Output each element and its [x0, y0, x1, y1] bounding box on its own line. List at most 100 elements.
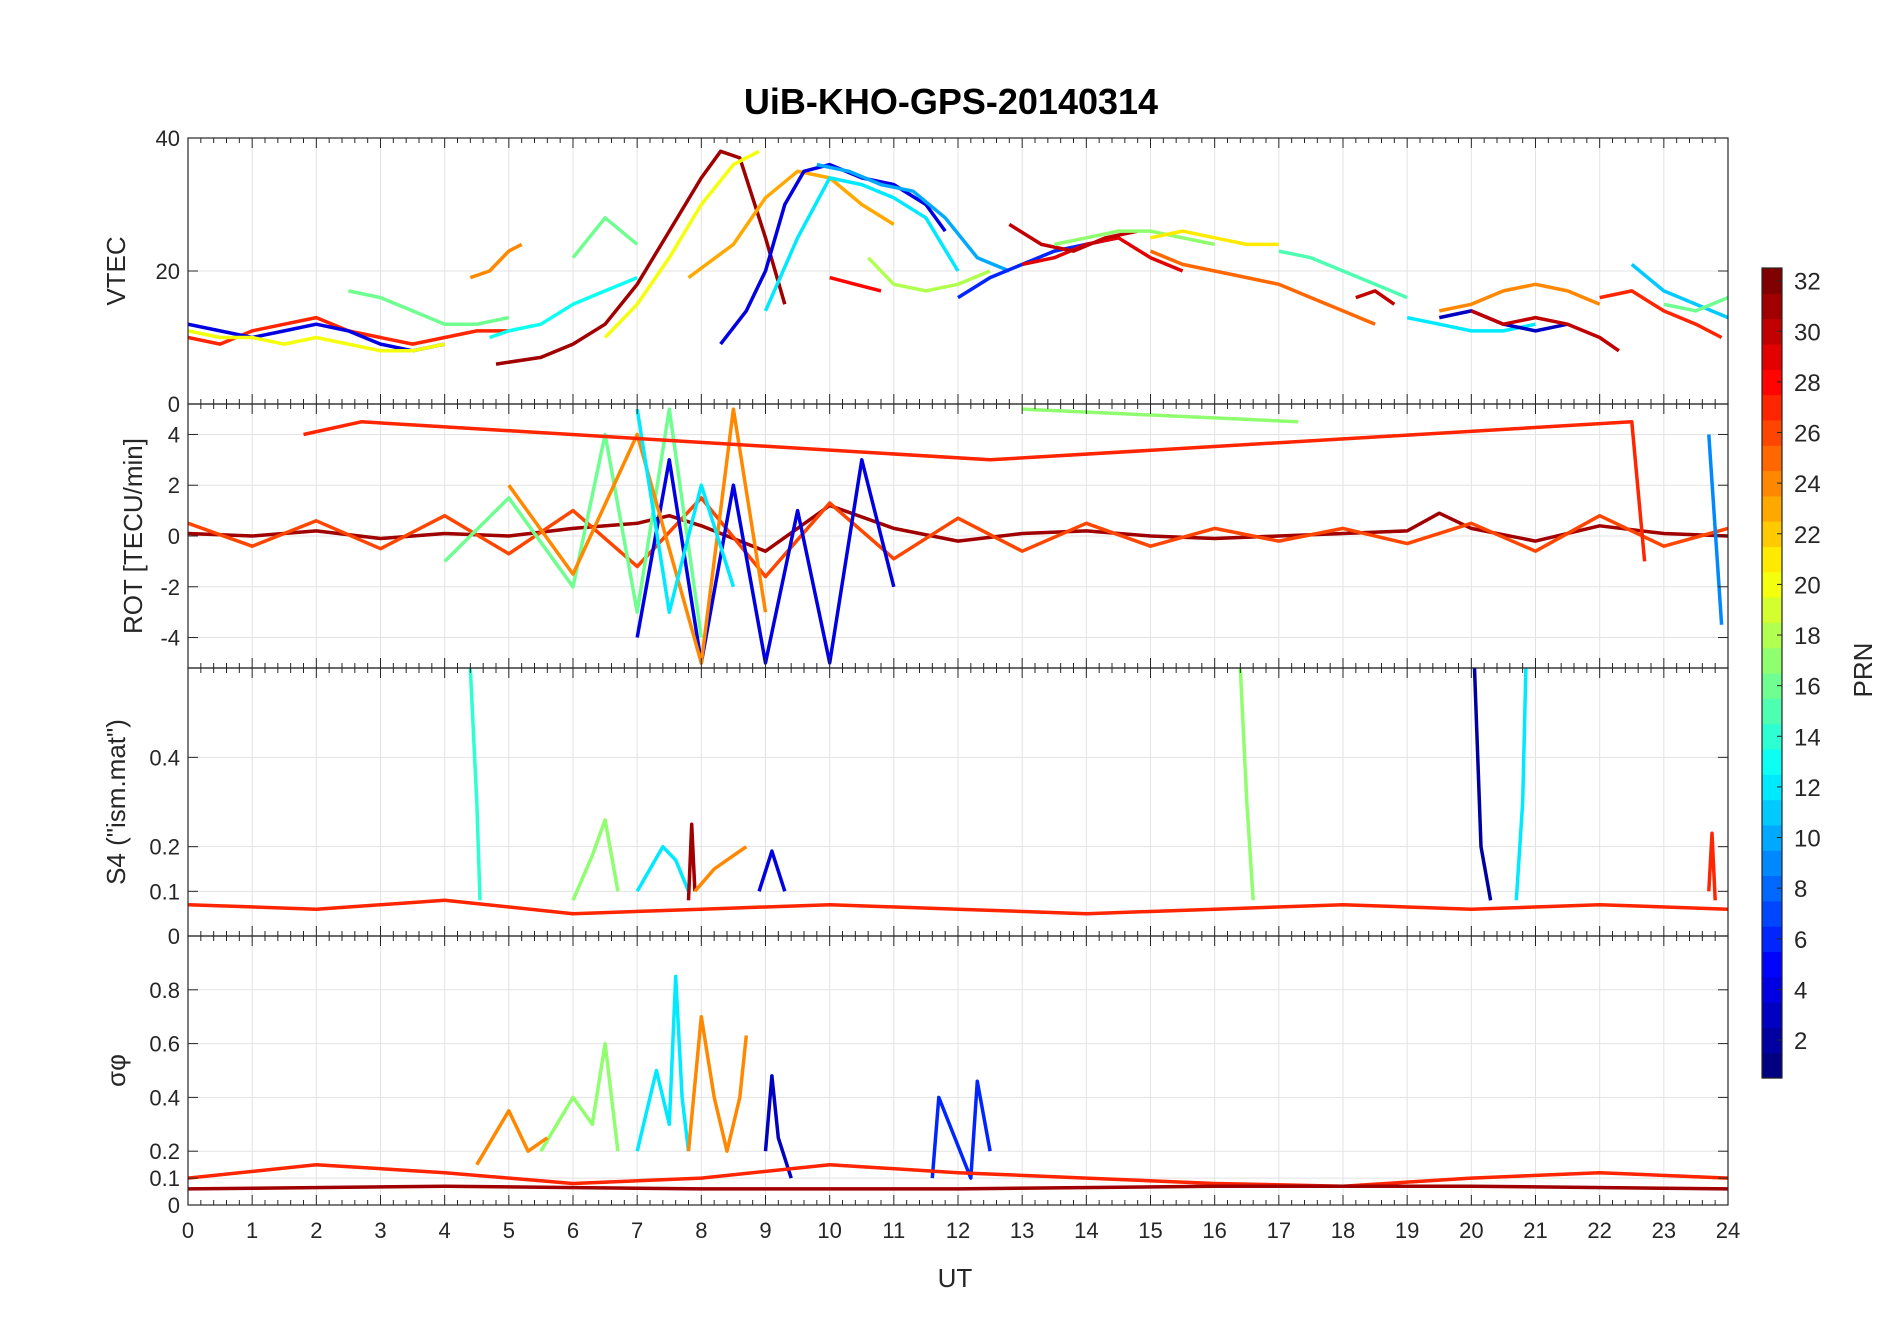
x-tick-label: 15 [1138, 1218, 1162, 1243]
y-tick-label: 0.1 [149, 1166, 180, 1191]
colorbar-swatch [1762, 470, 1782, 497]
colorbar-swatch [1762, 748, 1782, 775]
x-tick-label: 19 [1395, 1218, 1419, 1243]
x-tick-label: 14 [1074, 1218, 1098, 1243]
series-prn-27 [303, 420, 1647, 562]
y-tick-label: 0 [168, 1193, 180, 1218]
series-prn-16 [443, 407, 704, 638]
series-prn-31 [686, 822, 697, 901]
y-tick-label: 0.6 [149, 1032, 180, 1057]
series-prn-24 [686, 1014, 749, 1153]
series-prn-27 [188, 1162, 1728, 1188]
colorbar-swatch [1762, 673, 1782, 699]
series-prn-13 [489, 275, 638, 340]
series-prn-10 [816, 162, 1010, 273]
colorbar-swatch [1762, 647, 1782, 674]
panel-s4: 0 0.1 0.2 0.4 S4 ("ism.mat") [101, 667, 1729, 949]
colorbar-swatch [1762, 723, 1782, 750]
series-prn-11 [1630, 263, 1728, 320]
x-tick-label: 16 [1202, 1218, 1226, 1243]
x-tick-label: 3 [374, 1218, 386, 1243]
colorbar-swatch [1762, 521, 1782, 548]
x-tick-label: 13 [1010, 1218, 1034, 1243]
x-tick-label: 8 [695, 1218, 707, 1243]
series-prn-29 [1021, 236, 1184, 273]
x-tick-label: 11 [882, 1218, 905, 1243]
colorbar-tick-label: 30 [1794, 319, 1821, 346]
series-prn-4 [757, 849, 787, 892]
series-prn-12 [635, 408, 736, 614]
y-tick-label: 4 [168, 422, 180, 447]
y-tick-label: 0 [168, 392, 180, 417]
colorbar-tick-label: 26 [1794, 421, 1821, 448]
colorbar-swatch [1762, 976, 1782, 1003]
series-prn-17 [1053, 229, 1216, 247]
series-prn-2 [1472, 668, 1493, 901]
colorbar-swatch [1762, 445, 1782, 472]
y-tick-label: 2 [168, 473, 180, 498]
colorbar-label: PRN [1848, 643, 1878, 698]
colorbar-swatch [1762, 1027, 1782, 1054]
y-tick-label: 40 [156, 126, 180, 151]
colorbar-swatch [1762, 268, 1782, 294]
x-tick-label: 12 [946, 1218, 970, 1243]
y-tick-label: 20 [156, 259, 180, 284]
series-prn-28 [829, 275, 882, 293]
series-prn-17 [539, 1041, 620, 1153]
x-tick-label: 9 [759, 1218, 771, 1243]
colorbar-tick-label: 6 [1794, 927, 1807, 954]
x-tick-label: 2 [310, 1218, 322, 1243]
series-prn-14 [468, 668, 482, 901]
y-tick-label: 0.4 [149, 745, 180, 770]
x-tick-label: 10 [817, 1218, 841, 1243]
series-prn-12 [635, 974, 691, 1152]
x-tick-label: 23 [1652, 1218, 1676, 1243]
colorbar-swatch [1762, 546, 1782, 573]
colorbar-swatch [1762, 622, 1782, 649]
colorbar-swatch [1762, 824, 1782, 851]
colorbar-swatch [1762, 369, 1782, 396]
x-tick-label: 18 [1331, 1218, 1355, 1243]
colorbar-tick-label: 22 [1794, 522, 1821, 549]
y-axis-label-vtec: VTEC [101, 236, 131, 305]
series-prn-16 [571, 216, 639, 259]
series-prn-16 [1663, 295, 1728, 313]
x-tick-label: 17 [1267, 1218, 1291, 1243]
series-prn-20 [603, 149, 760, 339]
colorbar-swatch [1762, 1052, 1782, 1079]
series-prn-24 [693, 845, 748, 893]
y-tick-label: -4 [160, 626, 180, 651]
x-tick-label: 1 [246, 1218, 258, 1243]
x-tick-label: 0 [182, 1218, 194, 1243]
series-prn-12 [763, 176, 960, 312]
series-prn-12 [1514, 668, 1528, 901]
colorbar-tick-label: 14 [1794, 724, 1821, 751]
series-prn-30 [1008, 222, 1139, 253]
colorbar-swatch [1762, 951, 1782, 978]
y-tick-label: 0.4 [149, 1085, 180, 1110]
series-prn-27 [1599, 289, 1723, 340]
y-axis-label-rot: ROT [TECU/min] [118, 438, 148, 634]
x-tick-label: 21 [1523, 1218, 1547, 1243]
series-prn-3 [763, 1074, 793, 1179]
colorbar-swatch [1762, 571, 1782, 598]
y-axis-label-sigma: σφ [101, 1054, 131, 1087]
series-prn-26 [188, 496, 1728, 579]
series-prn-4 [188, 322, 446, 353]
series-prn-12 [635, 844, 691, 893]
series-prn-27 [1707, 831, 1717, 901]
colorbar-tick-label: 12 [1794, 775, 1821, 802]
series-prn-31 [188, 503, 1728, 553]
series-prn-21 [1150, 229, 1279, 247]
series-prn-23 [687, 169, 895, 280]
colorbar-swatch [1762, 698, 1782, 725]
colorbar-swatch [1762, 293, 1782, 320]
series-prn-31 [188, 1184, 1728, 1191]
chart-title: UiB-KHO-GPS-20140314 [744, 81, 1158, 122]
x-tick-label: 6 [567, 1218, 579, 1243]
series-prn-25 [1149, 249, 1376, 326]
y-tick-label: 0 [168, 924, 180, 949]
series-prn-20 [188, 329, 446, 353]
series-prn-30 [1470, 309, 1620, 353]
